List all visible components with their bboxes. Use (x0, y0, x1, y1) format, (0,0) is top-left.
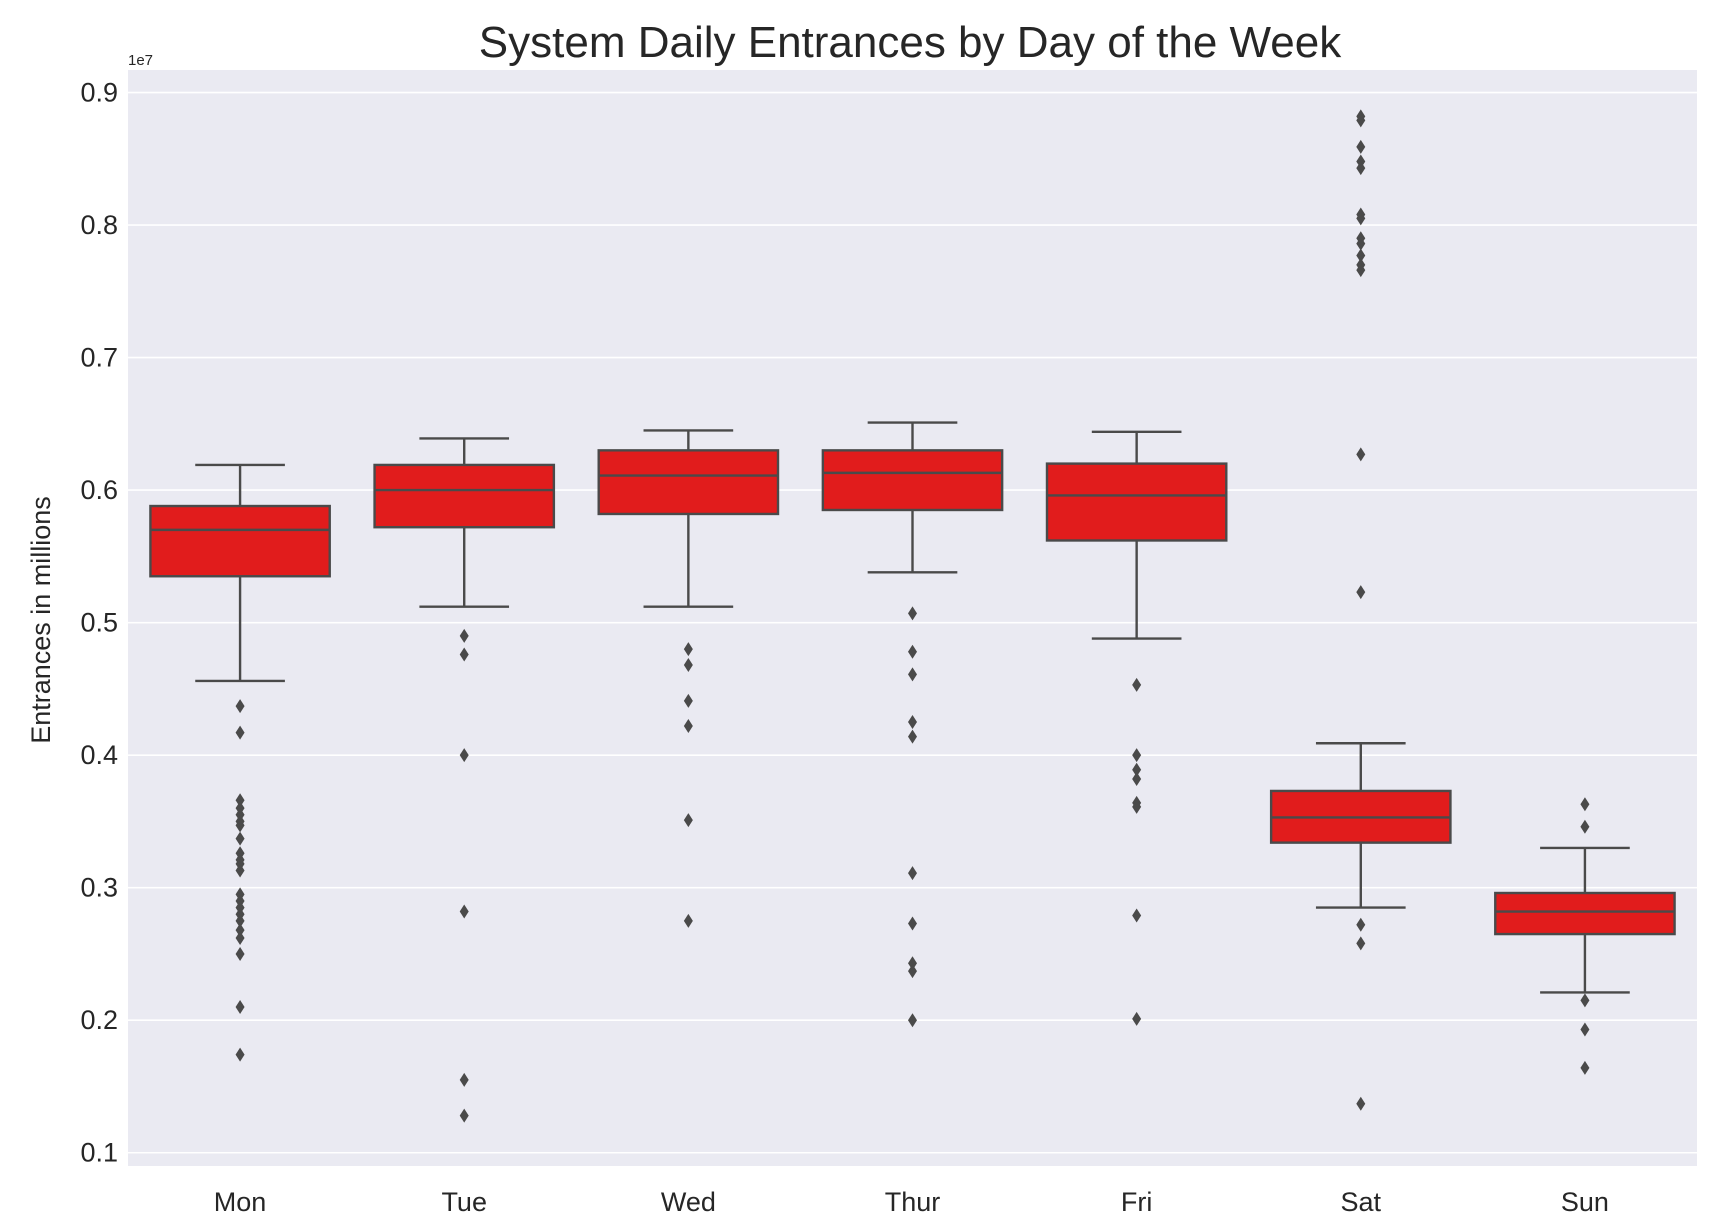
y-tick-label: 0.6 (80, 475, 118, 505)
outlier-point (459, 628, 469, 643)
outlier-point (1580, 1060, 1590, 1075)
outlier-point (1356, 113, 1366, 128)
outlier-point (683, 813, 693, 828)
outlier-point (235, 831, 245, 846)
outlier-point (459, 904, 469, 919)
chart-title: System Daily Entrances by Day of the Wee… (479, 18, 1342, 67)
outlier-point (683, 642, 693, 657)
outlier-point (1356, 248, 1366, 263)
y-tick-label: 0.7 (80, 343, 118, 373)
x-tick-label: Thur (885, 1187, 941, 1217)
iqr-box (149, 504, 331, 578)
outlier-point (683, 693, 693, 708)
box-thur (821, 421, 1004, 1028)
x-tick-label: Tue (441, 1187, 487, 1217)
outlier-point (1132, 677, 1142, 692)
outlier-point (1356, 936, 1366, 951)
x-tick-label: Sat (1341, 1187, 1382, 1217)
outlier-point (1580, 993, 1590, 1008)
outlier-point (459, 647, 469, 662)
x-tick-label: Fri (1121, 1187, 1152, 1217)
outlier-point (1132, 908, 1142, 923)
y-tick-label: 0.5 (80, 608, 118, 638)
outlier-point (1356, 263, 1366, 278)
y-axis-label: Entrances in millions (26, 496, 56, 744)
iqr-box (1494, 891, 1676, 936)
outlier-point (1132, 762, 1142, 777)
outlier-point (1356, 1096, 1366, 1111)
outlier-point (1580, 1022, 1590, 1037)
outlier-point (459, 748, 469, 763)
y-tick-label: 0.9 (80, 78, 118, 108)
outlier-point (459, 1072, 469, 1087)
outlier-point (1356, 211, 1366, 226)
outlier-point (683, 913, 693, 928)
outlier-point (235, 863, 245, 878)
iqr-box (1045, 462, 1228, 542)
y-tick-label: 0.2 (80, 1005, 118, 1035)
y-tick-label: 0.4 (80, 740, 118, 770)
outlier-point (908, 956, 917, 971)
x-tick-labels: Mon Tue Wed Thur Fri Sat Sun (214, 1187, 1609, 1217)
outlier-point (235, 699, 245, 714)
outlier-point (1580, 819, 1590, 834)
y-tick-label: 0.1 (80, 1138, 118, 1168)
outlier-point (683, 658, 693, 673)
outlier-point (235, 793, 245, 808)
box-fri (1045, 430, 1228, 1026)
outlier-point (1356, 139, 1366, 154)
y-axis-offset-label: 1e7 (128, 52, 153, 69)
boxes-layer (149, 109, 1676, 1123)
outlier-point (235, 923, 245, 938)
outlier-point (908, 715, 917, 730)
x-tick-label: Sun (1561, 1187, 1609, 1217)
outlier-point (1356, 917, 1366, 932)
y-tick-labels: 0.1 0.2 0.3 0.4 0.5 0.6 0.7 0.8 0.9 (80, 78, 118, 1168)
outlier-point (908, 916, 917, 931)
x-tick-label: Wed (661, 1187, 716, 1217)
outlier-point (908, 606, 917, 621)
outlier-point (1356, 161, 1366, 176)
outlier-point (1580, 797, 1590, 812)
outlier-point (235, 1047, 245, 1062)
outlier-point (1132, 772, 1142, 787)
iqr-box (821, 449, 1004, 512)
outlier-point (235, 725, 245, 740)
y-tick-label: 0.8 (80, 210, 118, 240)
outlier-point (235, 913, 245, 928)
outlier-point (908, 644, 917, 659)
outlier-point (908, 866, 917, 881)
outlier-point (235, 931, 245, 946)
y-tick-label: 0.3 (80, 873, 118, 903)
iqr-box (597, 449, 780, 516)
box-tue (373, 437, 556, 1123)
outlier-point (1356, 236, 1366, 251)
outlier-point (908, 729, 917, 744)
outlier-point (459, 1108, 469, 1123)
outlier-point (908, 1013, 917, 1028)
outlier-point (235, 999, 245, 1014)
box-mon (149, 463, 331, 1062)
outlier-point (1132, 748, 1142, 763)
outlier-point (235, 946, 245, 961)
outlier-point (908, 964, 917, 979)
outlier-point (683, 719, 693, 734)
outlier-point (235, 818, 245, 833)
box-wed (597, 429, 780, 928)
outlier-point (1356, 585, 1366, 600)
iqr-box (373, 463, 556, 529)
outlier-point (1132, 799, 1142, 814)
outlier-point (908, 667, 917, 682)
box-sun (1494, 797, 1676, 1075)
x-tick-label: Mon (214, 1187, 267, 1217)
box-sat (1269, 109, 1452, 1111)
outlier-point (1132, 1011, 1142, 1026)
outlier-point (1356, 447, 1366, 462)
